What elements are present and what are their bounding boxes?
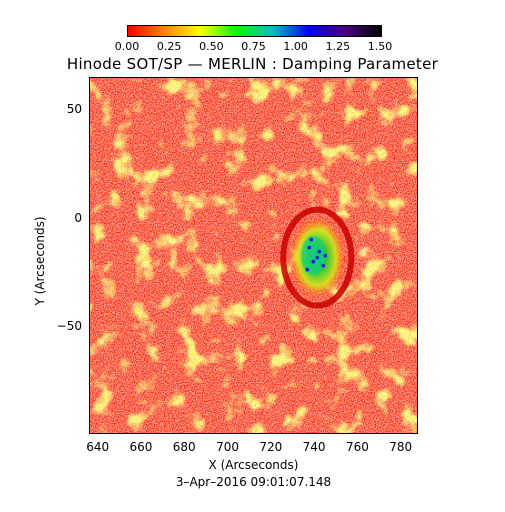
umbra-high-damping-point [305,267,310,272]
damping-map [89,77,418,434]
y-tick-label: 0 [74,210,82,225]
y-axis-label: Y (Arcseconds) [33,216,47,306]
umbra-high-damping-point [311,259,316,264]
x-tick-label: 680 [172,440,196,454]
umbra-high-damping-point [315,255,320,260]
umbra-high-damping-point [307,245,312,250]
map-canvas [90,78,417,433]
colorbar-tick-label: 1.50 [367,40,393,53]
x-tick-label: 720 [259,440,283,454]
x-tick-label: 740 [302,440,326,454]
umbra-high-damping-point [321,263,326,268]
map-speckle-texture [90,78,417,433]
colorbar-tick-label: 1.25 [325,40,351,53]
x-tick-label: 660 [129,440,153,454]
umbra-high-damping-point [317,249,322,254]
observation-date: 3–Apr–2016 09:01:07.148 [175,475,332,489]
umbra-high-damping-point [323,253,328,258]
colorbar [127,25,382,37]
x-tick-label: 640 [86,440,110,454]
colorbar-tick-label: 1.00 [283,40,308,53]
umbra-high-damping-point [309,237,314,242]
y-tick-label: −50 [56,318,82,333]
chart-title: Hinode SOT/SP — MERLIN : Damping Paramet… [66,55,439,73]
umbra [301,235,326,276]
colorbar-tick-label: 0.50 [199,40,224,53]
x-tick-label: 780 [389,440,413,454]
x-tick-label: 760 [345,440,369,454]
colorbar-tick-label: 0.25 [156,40,182,53]
x-axis-label: X (Arcseconds) [208,458,299,472]
y-tick-label: 50 [66,102,82,117]
penumbra-ring [280,206,355,309]
colorbar-tick-label: 0.00 [114,40,140,53]
x-tick-label: 700 [216,440,239,454]
colorbar-tick-label: 0.75 [241,40,266,53]
